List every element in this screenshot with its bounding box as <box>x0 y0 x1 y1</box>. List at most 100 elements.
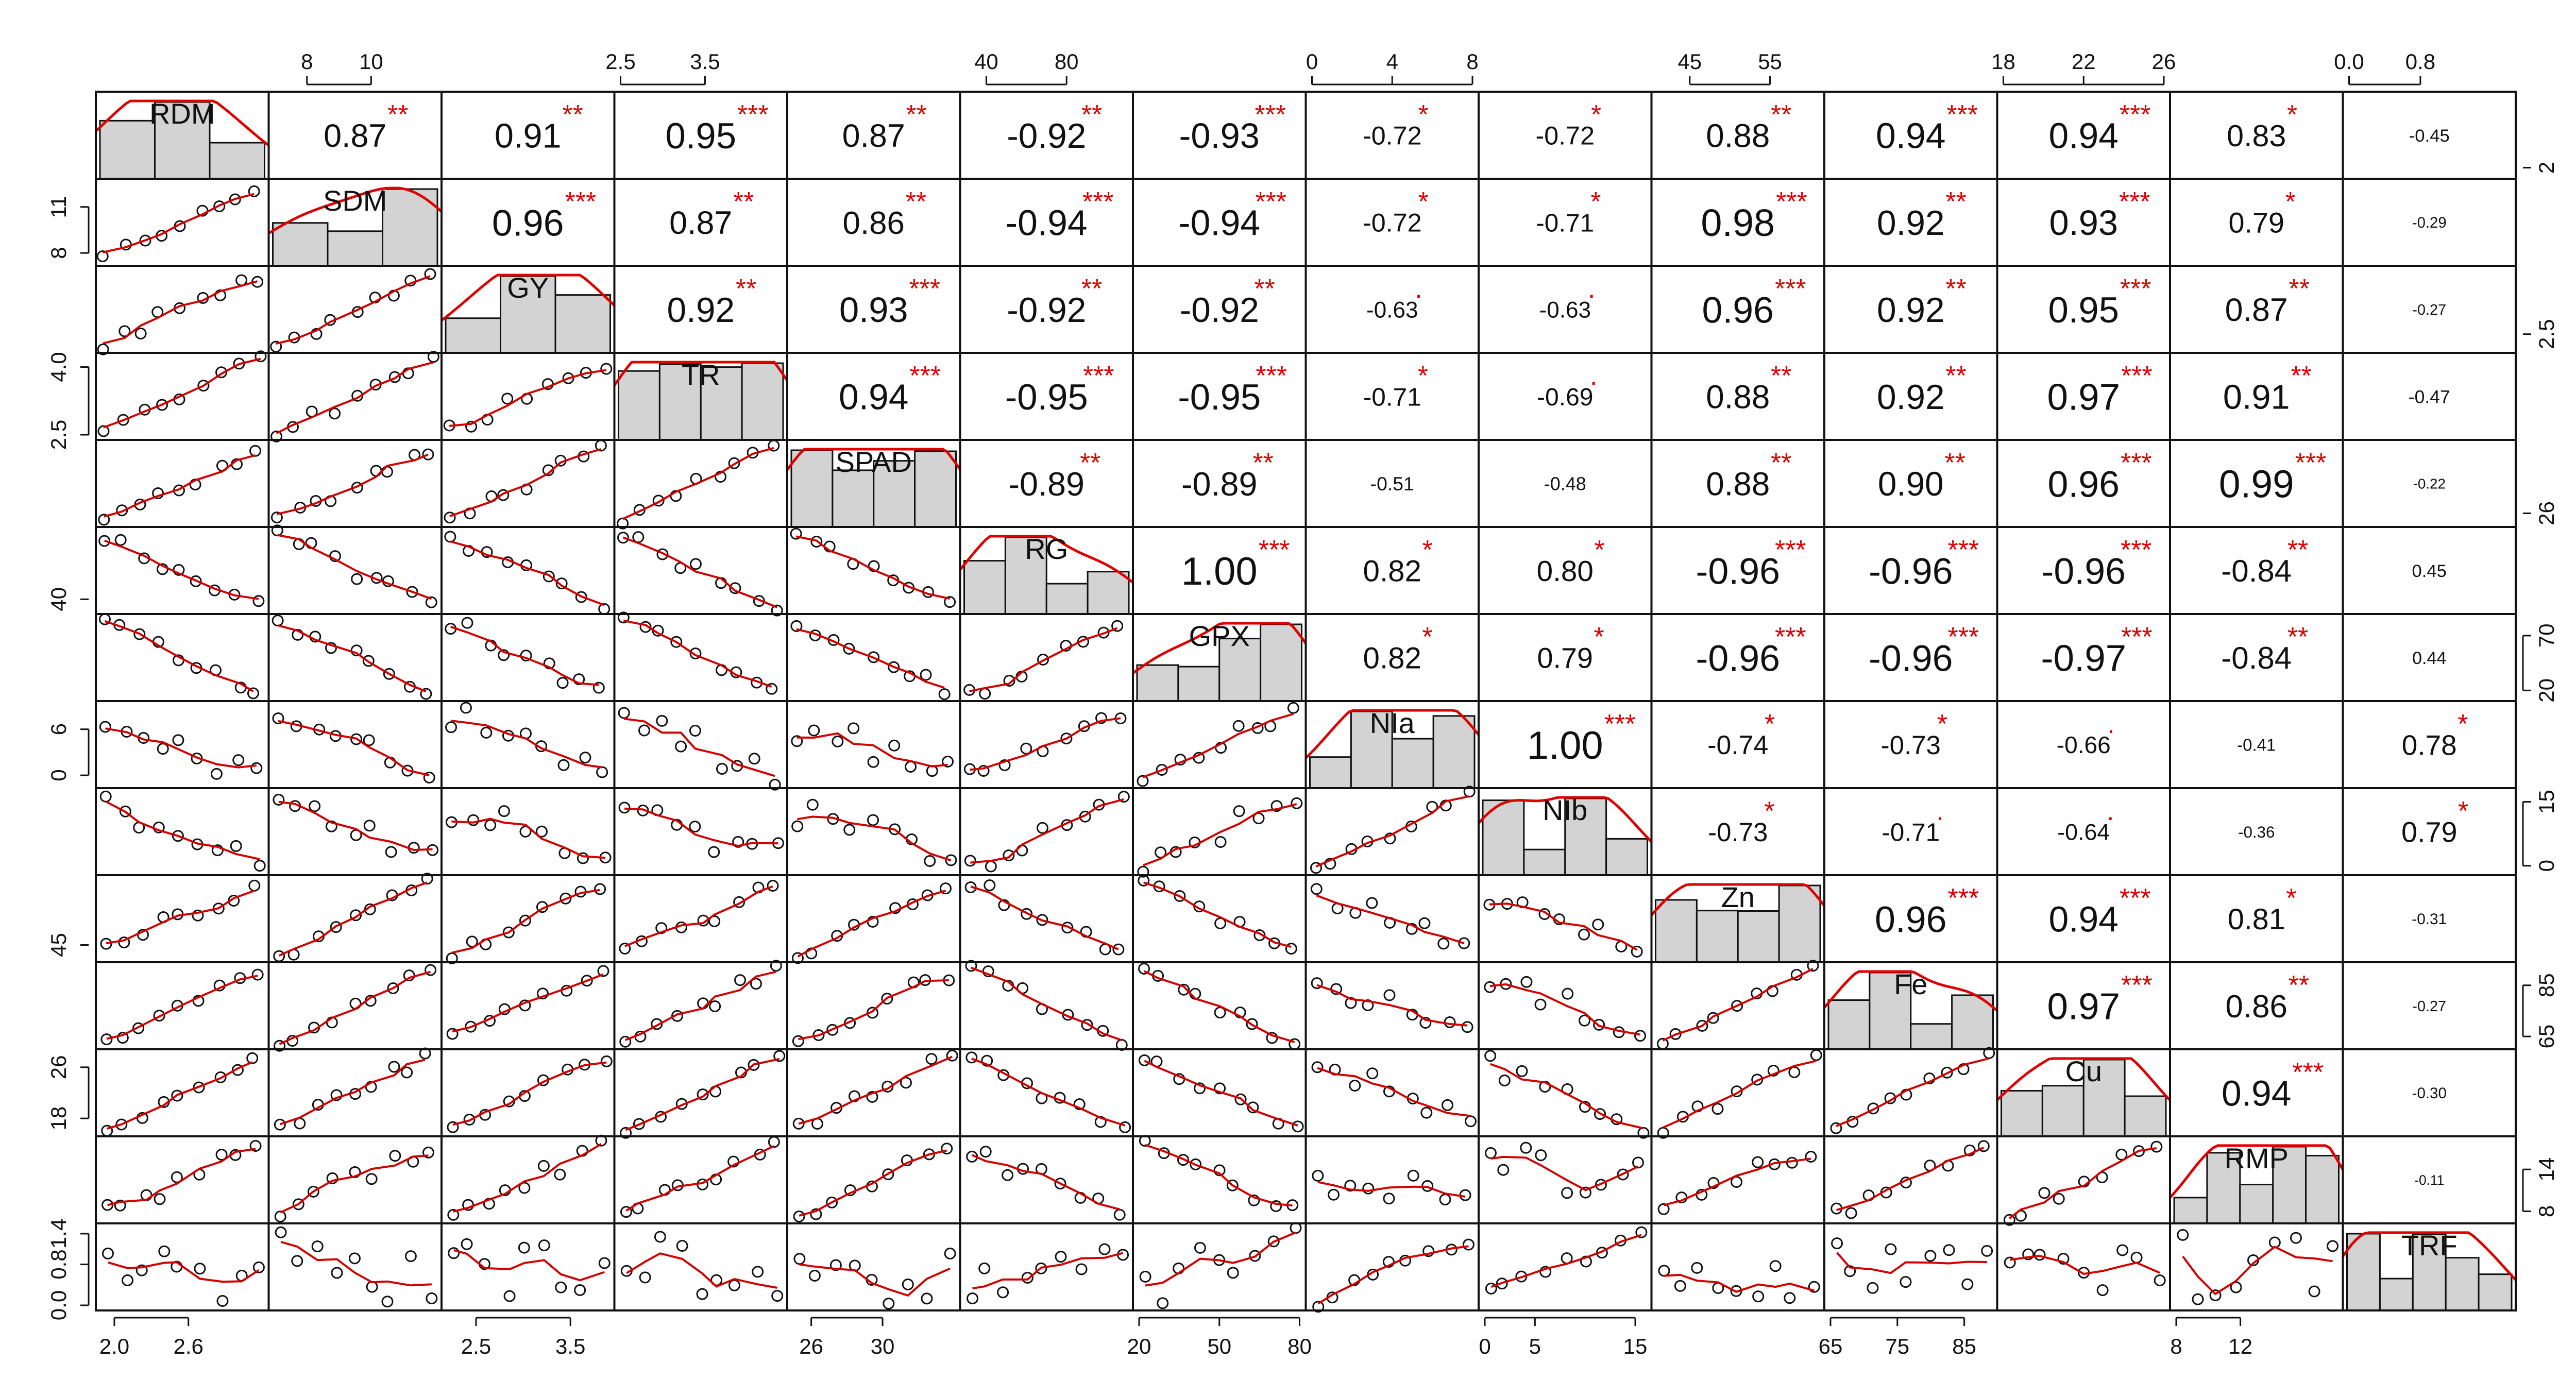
scatter-points <box>101 1052 259 1137</box>
scatter-point <box>520 650 532 662</box>
scatter-point <box>1578 928 1590 941</box>
scatter-point <box>843 824 856 836</box>
significance-stars: * <box>1418 361 1428 391</box>
cell-NIb-SDM <box>267 787 443 876</box>
scatter-point <box>938 688 951 701</box>
scatter-point <box>311 1240 324 1253</box>
scatter-point <box>1287 702 1299 714</box>
scatter-points <box>275 1226 438 1308</box>
cell-Fe-RMP: 0.86** <box>2169 961 2344 1050</box>
scatter-point <box>728 1279 741 1291</box>
scatter-points <box>1483 896 1643 958</box>
top-axis-SDM: 8 10 <box>301 49 383 86</box>
tick-label: 15 <box>2534 790 2558 814</box>
scatter-point <box>1214 1082 1226 1095</box>
scatter-point <box>902 1278 914 1290</box>
scatter-point <box>1248 1194 1260 1206</box>
cell-SDM-NIb: -0.71* <box>1478 178 1653 267</box>
significance-stars: * <box>1764 796 1774 826</box>
cell-RMP-RMP: RMP <box>2169 1135 2344 1224</box>
scatter-points <box>792 882 952 964</box>
scatter-points <box>964 791 1130 873</box>
smooth-line <box>1836 1057 1990 1127</box>
scatter-point <box>826 1024 839 1036</box>
scatter-point <box>1696 1019 1708 1032</box>
significance-stars: *** <box>2119 187 2150 217</box>
scatter-point <box>597 965 609 977</box>
smooth-line <box>624 970 776 1041</box>
scatter-point <box>1885 1243 1897 1255</box>
scatter-point <box>1845 1207 1857 1219</box>
significance-stars: ** <box>1081 100 1102 130</box>
scatter-point <box>139 234 151 247</box>
correlation-value: -0.72 <box>1535 121 1595 150</box>
cell-RMP-RDM <box>95 1135 270 1224</box>
scatter-point <box>709 1000 721 1013</box>
scatter-point <box>600 1055 613 1067</box>
cell-frame <box>613 1222 788 1311</box>
cell-frame <box>440 352 616 441</box>
tick-label: 30 <box>871 1334 895 1358</box>
correlation-value: -0.97 <box>2041 638 2126 679</box>
correlation-value: -0.27 <box>2412 998 2446 1015</box>
smooth-line <box>453 1249 605 1282</box>
tick-label: 80 <box>1055 49 1079 74</box>
significance-stars: *** <box>1256 361 1287 391</box>
smooth-line <box>626 1252 778 1289</box>
smooth-line <box>1317 1067 1471 1117</box>
histogram-bar <box>209 142 265 180</box>
scatter-point <box>422 448 434 461</box>
cell-frame <box>440 700 616 789</box>
correlation-value: 0.94 <box>2222 1074 2292 1114</box>
scatter-point <box>1098 1243 1111 1255</box>
correlation-value: -0.69 <box>1537 383 1594 411</box>
cell-GPX-TRF: 0.44 <box>2342 613 2517 702</box>
cell-NIb-RMP: -0.36 <box>2169 787 2344 876</box>
cell-NIa-NIa: NIa <box>1304 700 1480 789</box>
smooth-line <box>449 369 607 427</box>
scatter-point <box>618 802 631 814</box>
significance-stars: ** <box>736 274 756 304</box>
cell-frame <box>267 1135 443 1224</box>
smooth-line <box>1145 1231 1296 1287</box>
scatter-point <box>1752 1290 1765 1303</box>
scatter-point <box>97 425 110 437</box>
smooth-line <box>1663 1157 1811 1206</box>
significance-stars: *** <box>1776 187 1807 217</box>
cell-SPAD-TRF: -0.22 <box>2342 439 2517 528</box>
significance-stars: ** <box>1254 274 1275 304</box>
correlation-value: 0.79 <box>2401 816 2458 848</box>
scatter-point <box>331 1267 343 1279</box>
tick-label: 8 <box>1466 49 1478 74</box>
scatter-point <box>1983 1047 1995 1059</box>
scatter-points <box>2177 1229 2339 1305</box>
scatter-point <box>427 351 439 363</box>
cell-TRF-NIb <box>1478 1222 1653 1311</box>
scatter-point <box>812 1029 825 1041</box>
significance-stars: *** <box>1082 187 1114 217</box>
scatter-point <box>965 960 977 972</box>
correlation-value: 0.96 <box>1875 899 1947 940</box>
histogram-bar <box>2124 1095 2167 1137</box>
scatter-point <box>1407 1169 1419 1182</box>
cell-Fe-TR <box>613 960 788 1050</box>
scatter-point <box>518 1241 530 1254</box>
smooth-line <box>451 720 602 769</box>
scatter-point <box>157 743 169 755</box>
correlation-value: 0.78 <box>2402 729 2457 761</box>
tick-label: 26 <box>799 1334 823 1358</box>
correlation-value: -0.84 <box>2221 641 2292 675</box>
cell-TRF-GPX <box>1132 1222 1307 1311</box>
scatter-point <box>542 464 554 476</box>
correlation-value: -0.96 <box>1869 638 1953 679</box>
scatter-points <box>1312 1238 1475 1313</box>
scatter-point <box>1156 763 1168 776</box>
scatter-point <box>388 1061 400 1073</box>
cell-Cu-RDM <box>95 1048 270 1137</box>
density-curve-GY <box>440 274 616 321</box>
scatter-point <box>447 1208 460 1221</box>
smooth-line <box>1489 902 1638 951</box>
histogram-Zn <box>1655 884 1821 963</box>
significance-stars: *** <box>1083 361 1114 391</box>
smooth-line <box>452 973 604 1033</box>
